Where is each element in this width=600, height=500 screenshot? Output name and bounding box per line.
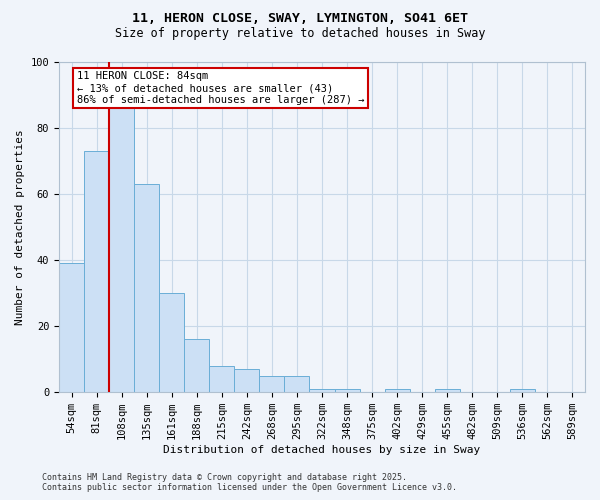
Bar: [184, 340, 209, 392]
Bar: [235, 369, 259, 392]
Bar: [310, 389, 335, 392]
Bar: [335, 389, 359, 392]
X-axis label: Distribution of detached houses by size in Sway: Distribution of detached houses by size …: [163, 445, 481, 455]
Text: Contains HM Land Registry data © Crown copyright and database right 2025.
Contai: Contains HM Land Registry data © Crown c…: [42, 473, 457, 492]
Bar: [284, 376, 310, 392]
Bar: [84, 151, 109, 392]
Text: Size of property relative to detached houses in Sway: Size of property relative to detached ho…: [115, 28, 485, 40]
Text: 11 HERON CLOSE: 84sqm
← 13% of detached houses are smaller (43)
86% of semi-deta: 11 HERON CLOSE: 84sqm ← 13% of detached …: [77, 72, 364, 104]
Bar: [109, 92, 134, 392]
Text: 11, HERON CLOSE, SWAY, LYMINGTON, SO41 6ET: 11, HERON CLOSE, SWAY, LYMINGTON, SO41 6…: [132, 12, 468, 26]
Y-axis label: Number of detached properties: Number of detached properties: [15, 129, 25, 324]
Bar: [385, 389, 410, 392]
Bar: [209, 366, 235, 392]
Bar: [159, 293, 184, 392]
Bar: [435, 389, 460, 392]
Bar: [510, 389, 535, 392]
Bar: [259, 376, 284, 392]
Bar: [59, 263, 84, 392]
Bar: [134, 184, 159, 392]
